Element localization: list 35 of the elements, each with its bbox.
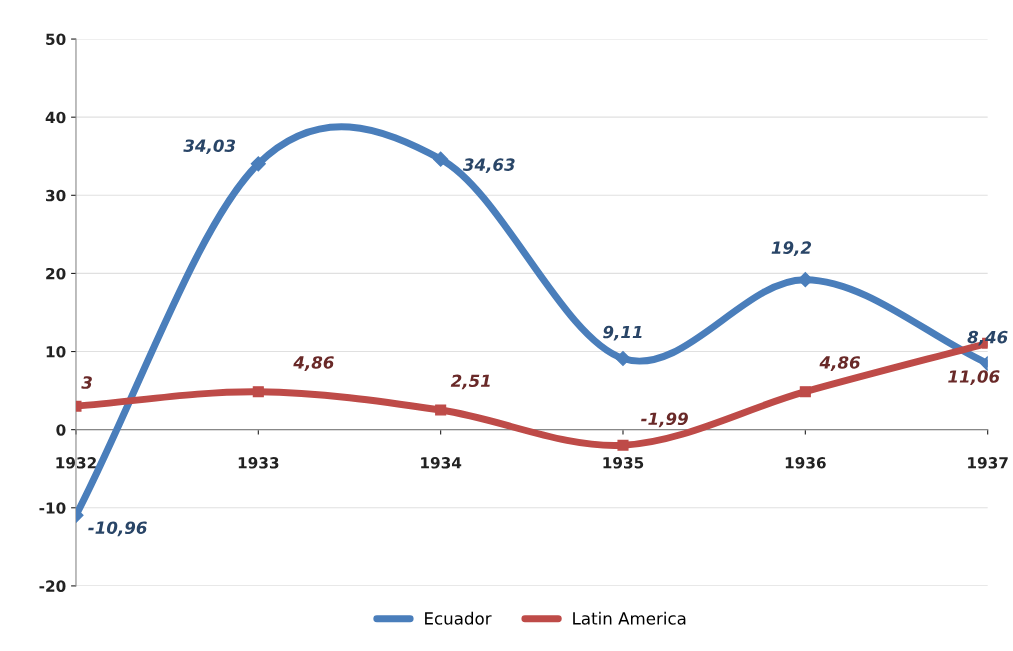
y-tick-label: 40 xyxy=(45,111,66,124)
data-label: 3 xyxy=(81,376,92,389)
data-label: 9,11 xyxy=(603,325,642,341)
y-tick-label: 0 xyxy=(56,424,66,436)
point xyxy=(799,386,811,398)
data-label: 4,86 xyxy=(819,356,861,371)
x-tick-label: 1935 xyxy=(603,457,644,469)
point xyxy=(433,151,449,167)
legend-label: Latin America xyxy=(573,611,686,625)
point xyxy=(250,156,266,172)
data-label: 11,06 xyxy=(948,370,1000,385)
point xyxy=(435,404,447,416)
data-label: 2,51 xyxy=(450,374,490,390)
x-tick-label: 1937 xyxy=(968,457,1008,469)
y-tick-label: 20 xyxy=(46,267,66,280)
x-tick-label: 1934 xyxy=(421,457,462,469)
data-label: -10,96 xyxy=(88,521,147,537)
y-tick-label: 50 xyxy=(46,33,66,46)
point xyxy=(252,386,264,398)
y-tick-label: 30 xyxy=(46,189,66,202)
data-label: -1,99 xyxy=(641,412,688,428)
x-tick-label: 1933 xyxy=(238,457,279,469)
data-label: 34,63 xyxy=(462,158,515,174)
point xyxy=(615,350,631,367)
x-tick-label: 1936 xyxy=(785,457,826,469)
data-label: 8,46 xyxy=(967,330,1008,346)
y-tick-label: -10 xyxy=(39,502,66,514)
data-label: 19,2 xyxy=(771,241,812,257)
y-tick-label: -20 xyxy=(39,580,66,592)
legend-label: Ecuador xyxy=(425,611,492,625)
data-label: 4,86 xyxy=(293,356,334,371)
point xyxy=(617,439,629,451)
y-tick-label: 10 xyxy=(46,346,66,358)
x-tick-label: 1932 xyxy=(56,457,96,469)
data-label: 34,03 xyxy=(183,139,236,155)
